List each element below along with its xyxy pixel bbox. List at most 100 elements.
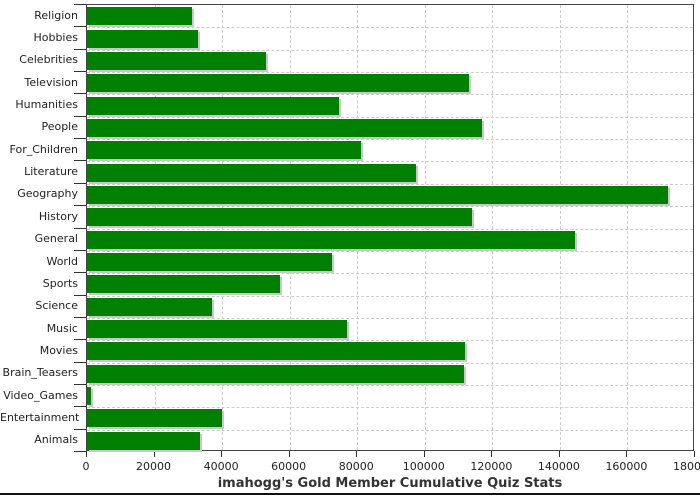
- horizontal-gridline: [87, 206, 693, 208]
- horizontal-gridline: [87, 250, 693, 252]
- category-label: Geography: [17, 187, 78, 201]
- vertical-gridline: [492, 5, 494, 450]
- bar-movies: [87, 342, 466, 361]
- horizontal-gridline: [87, 183, 693, 185]
- category-label: History: [38, 209, 78, 223]
- horizontal-gridline: [87, 429, 693, 431]
- y-axis-tick: [74, 294, 86, 296]
- bar-for_children: [87, 141, 361, 160]
- vertical-gridline: [154, 5, 156, 450]
- y-axis-tick: [74, 316, 86, 318]
- category-label: Entertainment: [0, 410, 80, 424]
- horizontal-gridline: [87, 273, 693, 275]
- bar-general: [87, 230, 576, 249]
- bar-animals: [87, 431, 201, 450]
- y-axis-tick: [74, 383, 86, 385]
- x-axis-tick-label: 60000: [271, 460, 307, 473]
- y-axis-tick: [74, 249, 86, 251]
- category-label: Music: [46, 321, 78, 335]
- horizontal-gridline: [87, 49, 693, 51]
- horizontal-gridline: [87, 94, 693, 96]
- y-axis-tick: [74, 406, 86, 408]
- y-axis-tick: [74, 138, 86, 140]
- horizontal-gridline: [87, 295, 693, 297]
- bar-music: [87, 320, 348, 339]
- y-axis-tick: [74, 451, 86, 452]
- x-axis-tick: [153, 451, 155, 457]
- y-axis-tick: [74, 93, 86, 95]
- horizontal-gridline: [87, 161, 693, 163]
- y-axis-labels: Religion Hobbies Celebrities Television Huma…: [0, 4, 80, 451]
- y-axis-tick: [74, 48, 86, 50]
- y-axis-tick: [74, 227, 86, 229]
- chart-title: imahogg's Gold Member Cumulative Quiz St…: [217, 476, 563, 491]
- bar-humanities: [87, 96, 339, 115]
- x-axis-tick-label: 160000: [605, 460, 648, 473]
- bar-history: [87, 208, 473, 227]
- horizontal-gridline: [87, 317, 693, 319]
- x-axis-tick: [86, 451, 87, 457]
- bar-television: [87, 74, 469, 93]
- category-label: General: [34, 232, 78, 246]
- category-label: Hobbies: [33, 31, 78, 45]
- vertical-gridline: [357, 5, 359, 450]
- x-axis-tick-label: 20000: [136, 460, 172, 473]
- y-axis-tick: [74, 26, 86, 28]
- horizontal-gridline: [87, 340, 693, 342]
- horizontal-gridline: [87, 228, 693, 230]
- bar-geography: [87, 185, 668, 204]
- bottom-divider: [0, 493, 700, 495]
- x-axis-tick-label: 120000: [470, 460, 513, 473]
- plot-area: [86, 4, 694, 451]
- category-label: Humanities: [15, 98, 78, 112]
- y-axis-tick: [74, 182, 86, 184]
- x-axis-tick-label: 0: [82, 460, 90, 473]
- category-label: Television: [24, 75, 79, 89]
- x-axis-tick: [694, 451, 695, 457]
- bar-sports: [87, 275, 280, 294]
- horizontal-gridline: [87, 384, 693, 386]
- x-axis-tick: [356, 451, 358, 457]
- bar-entertainment: [87, 409, 223, 428]
- x-axis-tick: [558, 451, 560, 457]
- y-axis-tick: [74, 272, 86, 274]
- x-axis: 0 20000 40000 60000 80000 100000 120000 140000 1…: [82, 451, 700, 477]
- vertical-gridline: [222, 5, 224, 450]
- x-axis-tick-label: 80000: [338, 460, 374, 473]
- category-label: For_Children: [9, 142, 78, 156]
- horizontal-gridline: [87, 407, 693, 409]
- x-axis-tick-label: 40000: [203, 460, 239, 473]
- horizontal-gridline: [87, 116, 693, 118]
- y-axis-ticks: [74, 4, 86, 452]
- bar-hobbies: [87, 29, 199, 48]
- bar-literature: [87, 163, 417, 182]
- bar-brain_teasers: [87, 364, 464, 383]
- horizontal-gridline: [87, 362, 693, 364]
- category-label: Video_Games: [3, 388, 78, 402]
- x-axis-tick: [626, 451, 628, 457]
- y-axis-tick: [74, 160, 86, 162]
- category-label: Religion: [34, 8, 78, 22]
- y-axis-tick: [74, 205, 86, 207]
- bar-science: [87, 297, 212, 316]
- category-label: World: [46, 254, 78, 268]
- y-axis-tick: [74, 339, 86, 341]
- category-label: Literature: [24, 165, 78, 179]
- category-label: Animals: [34, 433, 78, 447]
- vertical-gridline: [627, 5, 629, 450]
- vertical-gridline: [289, 5, 291, 450]
- y-axis-tick: [74, 115, 86, 117]
- y-axis-tick: [74, 428, 86, 430]
- category-label: Science: [35, 299, 78, 313]
- x-axis-tick: [491, 451, 493, 457]
- y-axis-tick: [74, 4, 86, 5]
- category-label: Brain_Teasers: [2, 366, 78, 380]
- bar-video_games: [87, 387, 92, 406]
- category-label: Movies: [39, 343, 78, 357]
- x-axis-tick: [423, 451, 425, 457]
- vertical-gridline: [424, 5, 426, 450]
- category-label: People: [41, 120, 78, 134]
- bar-people: [87, 118, 483, 137]
- bar-world: [87, 253, 332, 272]
- x-axis-tick-label: 100000: [402, 460, 445, 473]
